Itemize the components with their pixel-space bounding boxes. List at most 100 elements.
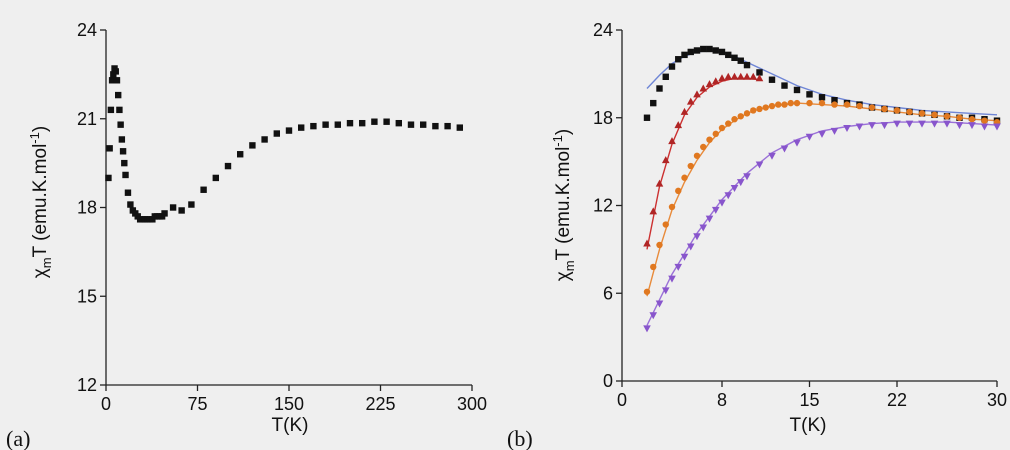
panel-b-data-point bbox=[730, 184, 739, 192]
panel-a-data-point bbox=[224, 162, 232, 170]
panel-a-data-point bbox=[371, 118, 378, 125]
panel-b-y-tick-label: 0 bbox=[603, 371, 613, 391]
panel-b-data-point bbox=[693, 47, 701, 54]
panel-b-data-point bbox=[712, 130, 719, 138]
panel-a-data-point bbox=[444, 122, 451, 130]
panel-b-data-point bbox=[893, 120, 901, 128]
panel-b-data-point bbox=[855, 123, 864, 131]
panel-b-data-point bbox=[843, 124, 851, 132]
panel-b-data-point bbox=[736, 179, 745, 187]
chart-panel-b: (b) T(K) χmT (emu.K.mol-1) 0 8 15 22 30 0 6 12 1… bbox=[507, 20, 1007, 450]
panel-b-y-axis-label: χmT (emu.K.mol-1) bbox=[550, 129, 577, 281]
panel-a-data-point bbox=[200, 186, 207, 193]
panel-b-data-point bbox=[643, 239, 651, 247]
panel-b-data-point bbox=[693, 152, 701, 159]
panel-a-data-point bbox=[127, 201, 134, 208]
panel-b-y-label-sup: -1 bbox=[550, 135, 565, 147]
panel-b-data-point bbox=[930, 120, 939, 128]
panel-a-data-point bbox=[249, 142, 256, 149]
panel-a-y-tick-label: 15 bbox=[77, 286, 97, 306]
panel-b-data-point bbox=[718, 74, 726, 82]
panel-b-data-point bbox=[743, 72, 751, 80]
panel-b-y-label-close: ) bbox=[553, 129, 574, 135]
panel-b-data-point bbox=[650, 99, 657, 107]
panel-b-data-point bbox=[793, 99, 801, 107]
panel-a-data-point bbox=[117, 121, 124, 128]
panel-b-data-point bbox=[687, 162, 694, 170]
panel-b-data-point bbox=[699, 84, 708, 92]
panel-b-data-point bbox=[687, 48, 694, 56]
panel-b-data-point bbox=[993, 123, 1001, 131]
panel-b-data-point bbox=[905, 120, 914, 128]
panel-a-x-tick-label: 150 bbox=[274, 394, 304, 414]
panel-b-data-point bbox=[981, 117, 988, 124]
panel-a-x-tick-label: 225 bbox=[365, 394, 395, 414]
panel-b-data-point bbox=[918, 110, 926, 117]
panel-b-x-tick-label: 30 bbox=[987, 390, 1007, 410]
panel-b-data-point bbox=[718, 199, 726, 207]
panel-b-data-point bbox=[830, 127, 839, 135]
panel-b-x-tick-label: 22 bbox=[887, 390, 907, 410]
panel-b-data-point bbox=[980, 123, 989, 131]
panel-a-y-tick-label: 24 bbox=[77, 20, 97, 40]
panel-a-axes: 0 75 150 225 300 12 15 18 21 24 bbox=[77, 20, 487, 414]
panel-b-label: (b) bbox=[507, 426, 533, 450]
panel-a-y-label-sup: -1 bbox=[27, 132, 42, 144]
panel-a-data-point bbox=[105, 174, 112, 182]
panel-b-data-point bbox=[793, 86, 801, 94]
panel-b-data-point bbox=[649, 312, 658, 320]
panel-b-data-point bbox=[943, 113, 951, 120]
panel-a-data-point bbox=[298, 124, 305, 131]
panel-a-data-point bbox=[116, 106, 123, 114]
panel-a-data-point bbox=[119, 148, 127, 155]
panel-b-fit-line-4 bbox=[646, 121, 998, 326]
panel-a-series-1 bbox=[105, 65, 463, 223]
panel-b-data-point bbox=[968, 116, 976, 123]
panel-b-data-point bbox=[943, 120, 951, 128]
panel-a-data-point bbox=[432, 122, 439, 130]
panel-a-y-axis-label: χmT (emu.K.mol-1) bbox=[27, 126, 54, 278]
panel-a-data-point bbox=[407, 121, 415, 128]
chart-panel-a: (a) T(K) χmT (emu.K.mol-1) 0 75 150 225 300 1… bbox=[6, 20, 487, 450]
panel-b-data-point bbox=[737, 57, 744, 64]
panel-b-data-point bbox=[831, 97, 838, 104]
panel-b-data-point bbox=[675, 56, 682, 63]
panel-b-data-point bbox=[661, 287, 670, 295]
panel-b-data-point bbox=[756, 69, 763, 76]
panel-b-data-point bbox=[686, 97, 695, 105]
panel-b-x-axis-label: T(K) bbox=[790, 415, 827, 436]
panel-a-data-point bbox=[118, 136, 126, 143]
panel-b-data-point bbox=[831, 101, 838, 108]
panel-a-y-label-sub: m bbox=[39, 257, 54, 268]
panel-b-data-point bbox=[712, 47, 719, 54]
panel-b-data-point bbox=[662, 73, 669, 80]
panel-b-data-point bbox=[668, 137, 676, 145]
panel-b-y-label-sub: m bbox=[562, 260, 577, 271]
panel-a-data-point bbox=[346, 119, 354, 127]
panel-a-x-axis-label: T(K) bbox=[272, 415, 309, 436]
panel-a-data-point bbox=[395, 119, 402, 127]
panel-b-data-point bbox=[743, 173, 751, 181]
panel-b-data-point bbox=[805, 133, 814, 141]
panel-b-y-tick-label: 6 bbox=[603, 283, 613, 303]
panel-b-data-point bbox=[755, 161, 764, 169]
panel-a-data-point bbox=[122, 171, 129, 179]
panel-b-data-point bbox=[668, 275, 676, 283]
panel-b-data-point bbox=[868, 122, 876, 130]
panel-b-data-point bbox=[693, 90, 701, 98]
panel-b-data-point bbox=[705, 80, 714, 88]
panel-b-data-point bbox=[806, 91, 813, 98]
panel-b-data-point bbox=[686, 243, 695, 251]
panel-a-data-point bbox=[237, 151, 244, 158]
panel-b-x-tick-label: 0 bbox=[617, 390, 627, 410]
panel-b-data-point bbox=[780, 145, 789, 153]
panel-b-data-point bbox=[893, 107, 901, 114]
panel-b-data-point bbox=[775, 101, 782, 108]
panel-b-data-point bbox=[711, 77, 720, 85]
panel-b-data-point bbox=[655, 300, 664, 308]
panel-b-data-point bbox=[749, 72, 758, 80]
panel-b-data-point bbox=[781, 101, 788, 108]
panel-a-data-point bbox=[273, 130, 280, 137]
panel-b-data-point bbox=[818, 130, 826, 138]
